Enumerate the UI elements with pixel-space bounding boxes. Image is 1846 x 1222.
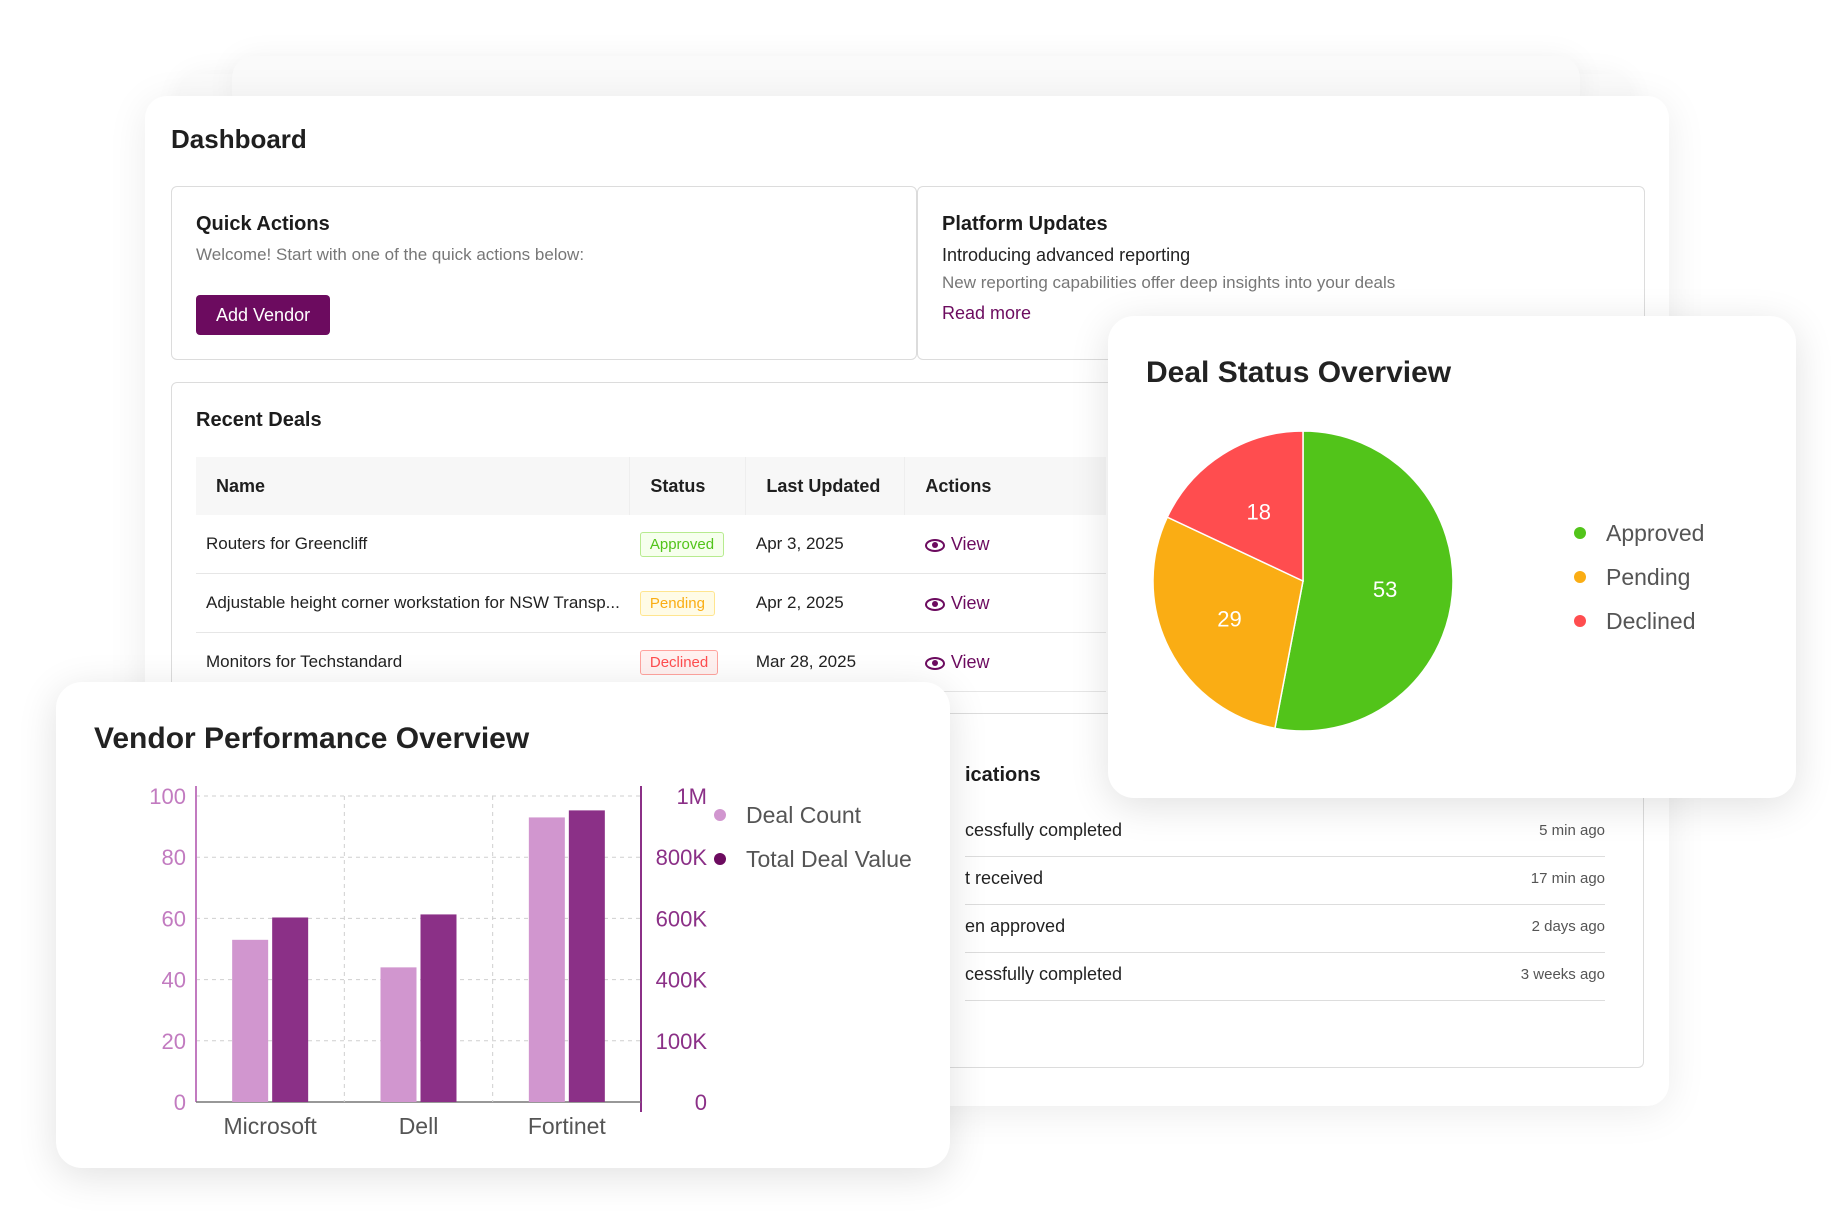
- left-tick-label: 40: [162, 968, 186, 993]
- bar-deal-count[interactable]: [232, 939, 269, 1102]
- vendor-performance-card: Vendor Performance Overview 0 0 20 100K 40 40…: [56, 682, 950, 1168]
- view-link[interactable]: View: [904, 515, 1106, 574]
- right-tick-label: 1M: [676, 784, 707, 809]
- notification-text: cessfully completed: [965, 820, 1123, 840]
- deals-table: Name Status Last Updated Actions Routers…: [196, 457, 1106, 692]
- notification-time: 2 days ago: [1531, 918, 1605, 935]
- pie-chart: 53 29 18: [1152, 430, 1454, 732]
- column-header-name[interactable]: Name: [196, 457, 631, 515]
- notification-text: t received: [965, 868, 1044, 888]
- deal-updated: Apr 3, 2025: [745, 515, 905, 574]
- table-row[interactable]: Adjustable height corner workstation for…: [196, 573, 1106, 633]
- add-vendor-button[interactable]: Add Vendor: [196, 295, 331, 335]
- category-label: Dell: [399, 1113, 439, 1139]
- category-label: Microsoft: [224, 1113, 318, 1139]
- legend-label: Deal Count: [746, 802, 862, 828]
- right-tick-label: 800K: [656, 845, 708, 870]
- view-label[interactable]: View: [950, 592, 990, 613]
- notification-time: 3 weeks ago: [1520, 966, 1605, 983]
- left-tick-label: 20: [162, 1029, 186, 1054]
- column-header-status[interactable]: Status: [629, 457, 747, 515]
- view-label[interactable]: View: [950, 651, 990, 672]
- update-headline: Introducing advanced reporting: [942, 245, 1191, 265]
- left-tick-label: 80: [162, 845, 186, 870]
- eye-icon: [924, 538, 945, 552]
- table-row[interactable]: Routers for Greencliff Approved Apr 3, 2…: [196, 515, 1106, 574]
- left-tick-label: 0: [174, 1090, 186, 1115]
- legend-item-approved[interactable]: Approved: [1574, 518, 1704, 562]
- legend-label: Declined: [1606, 608, 1696, 634]
- legend-dot: [714, 809, 726, 821]
- bar-deal-count[interactable]: [380, 967, 417, 1102]
- quick-actions-title: Quick Actions: [196, 213, 330, 235]
- view-label[interactable]: View: [950, 533, 990, 554]
- eye-icon: [924, 597, 945, 611]
- bar-total-deal-value[interactable]: [272, 917, 309, 1102]
- bar-total-deal-value[interactable]: [420, 914, 457, 1102]
- legend-dot: [714, 853, 726, 865]
- pie-slice-label: 29: [1217, 606, 1241, 631]
- right-tick-label: 400K: [656, 968, 708, 993]
- page-title: Dashboard: [171, 124, 307, 154]
- list-item[interactable]: cessfully completed 5 min ago: [965, 808, 1605, 857]
- view-link[interactable]: View: [904, 632, 1106, 692]
- pie-chart-title: Deal Status Overview: [1146, 356, 1452, 389]
- legend-dot: [1574, 527, 1586, 539]
- status-badge: Pending: [639, 590, 715, 616]
- deal-name: Routers for Greencliff: [196, 515, 630, 574]
- update-description: New reporting capabilities offer deep in…: [942, 273, 1396, 292]
- notification-text: cessfully completed: [965, 964, 1123, 984]
- legend-dot: [1574, 615, 1586, 627]
- deal-status-card: Deal Status Overview 53 29 18 Approved Pen…: [1108, 316, 1796, 798]
- bar-deal-count[interactable]: [528, 817, 565, 1102]
- view-link[interactable]: View: [904, 573, 1106, 633]
- right-tick-label: 100K: [656, 1029, 708, 1054]
- pie-slice-declined[interactable]: [1166, 430, 1304, 583]
- legend-item-declined[interactable]: Declined: [1574, 606, 1704, 650]
- pie-slice-label: 53: [1373, 577, 1397, 602]
- legend-label: Pending: [1606, 564, 1691, 590]
- legend-label: Total Deal Value: [746, 846, 912, 872]
- notification-text: en approved: [965, 916, 1066, 936]
- legend-dot: [1574, 571, 1586, 583]
- notification-time: 17 min ago: [1530, 870, 1605, 887]
- category-label: Fortinet: [528, 1113, 607, 1139]
- welcome-text: Welcome! Start with one of the quick act…: [196, 245, 585, 264]
- column-header-last-updated[interactable]: Last Updated: [745, 457, 906, 515]
- bar-chart-title: Vendor Performance Overview: [94, 722, 530, 755]
- read-more-link[interactable]: Read more: [942, 303, 1032, 323]
- table-header-row: Name Status Last Updated Actions: [196, 457, 1106, 515]
- quick-actions-card: Quick Actions Welcome! Start with one of…: [171, 186, 917, 360]
- deal-name: Adjustable height corner workstation for…: [196, 573, 630, 633]
- right-tick-label: 0: [695, 1090, 707, 1115]
- platform-updates-title: Platform Updates: [942, 213, 1108, 235]
- legend-label: Approved: [1606, 520, 1705, 546]
- list-item[interactable]: cessfully completed 3 weeks ago: [965, 952, 1605, 1001]
- bar-total-deal-value[interactable]: [568, 810, 605, 1102]
- legend-item-pending[interactable]: Pending: [1574, 562, 1704, 606]
- right-tick-label: 600K: [656, 906, 708, 931]
- bar-legend: Deal Count Total Deal Value: [714, 800, 912, 888]
- deal-updated: Apr 2, 2025: [745, 573, 905, 633]
- list-item[interactable]: t received 17 min ago: [965, 856, 1605, 905]
- status-badge: Declined: [639, 649, 719, 675]
- legend-item-deal-count[interactable]: Deal Count: [714, 800, 912, 844]
- pie-slice-pending[interactable]: [1152, 516, 1304, 730]
- pie-slice-approved[interactable]: [1274, 430, 1454, 732]
- legend-item-total-deal-value[interactable]: Total Deal Value: [714, 844, 912, 888]
- status-badge: Approved: [639, 531, 725, 557]
- left-tick-label: 60: [162, 906, 186, 931]
- recent-deals-title: Recent Deals: [196, 409, 322, 431]
- notifications-title: ications: [965, 764, 1041, 786]
- pie-slice-label: 18: [1247, 499, 1271, 524]
- bar-chart: 0 0 20 100K 40 400K 60 600K 80 800K 100 1M Microsoft…: [149, 784, 708, 1139]
- eye-icon: [924, 656, 945, 670]
- pie-legend: Approved Pending Declined: [1574, 518, 1704, 650]
- column-header-actions: Actions: [904, 457, 1106, 515]
- left-tick-label: 100: [149, 784, 186, 809]
- notification-time: 5 min ago: [1539, 822, 1605, 839]
- list-item[interactable]: en approved 2 days ago: [965, 904, 1605, 953]
